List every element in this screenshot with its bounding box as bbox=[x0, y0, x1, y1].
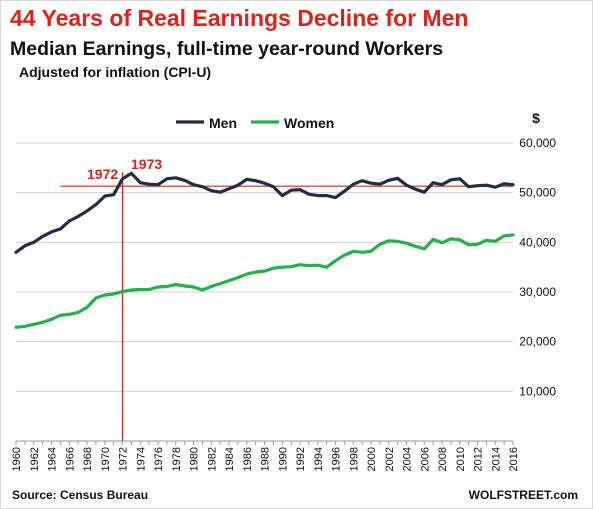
legend-label-men: Men bbox=[209, 115, 237, 131]
y-tick-label: 10,000 bbox=[519, 384, 556, 398]
x-tick-label: 1996 bbox=[331, 447, 343, 471]
chart-subtitle: Median Earnings, full-time year-round Wo… bbox=[10, 38, 444, 60]
x-tick-label: 1962 bbox=[29, 447, 41, 471]
legend: Men Women bbox=[176, 115, 334, 131]
x-tick-label: 1988 bbox=[260, 447, 272, 471]
x-tick-label: 2012 bbox=[473, 447, 485, 471]
chart-title: 44 Years of Real Earnings Decline for Me… bbox=[10, 5, 469, 31]
x-tick-label: 1966 bbox=[64, 447, 76, 471]
y-tick-label: 30,000 bbox=[519, 285, 556, 299]
x-tick-label: 1960 bbox=[11, 447, 23, 471]
x-tick-label: 1982 bbox=[206, 447, 218, 471]
x-tick-label: 2006 bbox=[419, 447, 431, 471]
x-tick-label: 2000 bbox=[366, 447, 378, 471]
legend-label-women: Women bbox=[284, 115, 334, 131]
y-tick-label: 50,000 bbox=[519, 186, 556, 200]
annotation-label: 1972 bbox=[87, 166, 118, 182]
source-note: Source: Census Bureau bbox=[12, 488, 149, 502]
x-axis: 1960 1962 1964 1966 1968 1970 1972 1974 1976 1978… bbox=[11, 440, 520, 471]
annotation-label: 1973 bbox=[131, 156, 162, 172]
x-tick-label: 2010 bbox=[455, 447, 467, 471]
x-tick-label: 1972 bbox=[118, 447, 130, 471]
y-tick-label: 40,000 bbox=[519, 235, 556, 249]
y-tick-label: 20,000 bbox=[519, 335, 556, 349]
x-tick-label: 1974 bbox=[135, 447, 147, 471]
x-tick-label: 1964 bbox=[47, 447, 59, 471]
x-tick-label: 2014 bbox=[490, 447, 502, 471]
y-axis: 10,000 20,000 30,000 40,000 50,000 60,000 $ bbox=[519, 110, 556, 398]
x-tick-label: 1984 bbox=[224, 447, 236, 471]
x-tick-label: 1986 bbox=[242, 447, 254, 471]
x-tick-label: 1998 bbox=[348, 447, 360, 471]
x-tick-label: 1968 bbox=[82, 447, 94, 471]
x-tick-label: 1978 bbox=[171, 447, 183, 471]
series-line-women bbox=[14, 233, 515, 329]
series-lines bbox=[14, 171, 515, 329]
x-tick-label: 2008 bbox=[437, 447, 449, 471]
x-tick-label: 1970 bbox=[100, 447, 112, 471]
x-tick-label: 2004 bbox=[402, 447, 414, 471]
chart-note: Adjusted for inflation (CPI-U) bbox=[19, 64, 212, 80]
x-tick-label: 1992 bbox=[295, 447, 307, 471]
reference-lines bbox=[60, 172, 513, 441]
x-tick-label: 1994 bbox=[313, 447, 325, 471]
y-axis-label: $ bbox=[532, 110, 540, 126]
x-tick-label: 2016 bbox=[508, 447, 520, 471]
annotations: 1972 1973 bbox=[87, 156, 162, 182]
x-tick-label: 1976 bbox=[153, 447, 165, 471]
x-tick-label: 2002 bbox=[384, 447, 396, 471]
x-tick-label: 1980 bbox=[189, 447, 201, 471]
brand-label: WOLFSTREET.com bbox=[468, 488, 578, 502]
x-tick-label: 1990 bbox=[277, 447, 289, 471]
y-tick-label: 60,000 bbox=[519, 136, 556, 150]
series-line-men bbox=[14, 171, 515, 254]
